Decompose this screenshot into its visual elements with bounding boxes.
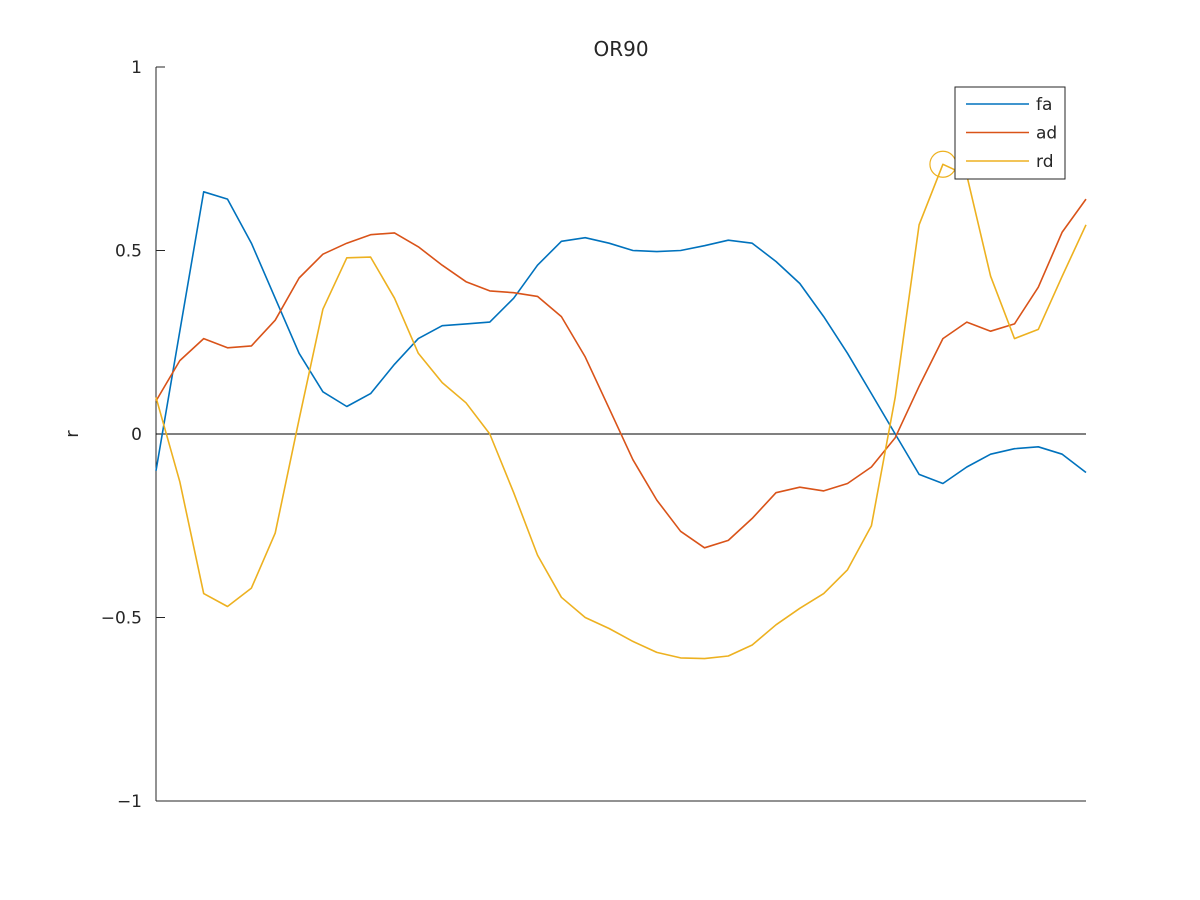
legend-label-fa: fa [1036,95,1052,115]
y-tick-label: 1 [131,58,142,78]
axes: −1 −0.5 0 0.5 1 [101,58,1086,812]
legend: fa ad rd [954,86,1066,180]
y-tick-label: −0.5 [101,609,142,629]
y-tick-label: 0 [131,425,142,445]
y-tick-label: −1 [117,792,142,812]
legend-label-ad: ad [1036,124,1057,144]
series-line-ad [155,198,1087,549]
chart-title: OR90 [593,37,648,61]
legend-label-rd: rd [1036,152,1053,172]
series-line-rd [155,163,1087,660]
series-layer [155,150,1087,660]
series-line-fa [155,191,1087,485]
y-axis-label: r [62,430,83,438]
y-tick-label: 0.5 [115,242,142,262]
